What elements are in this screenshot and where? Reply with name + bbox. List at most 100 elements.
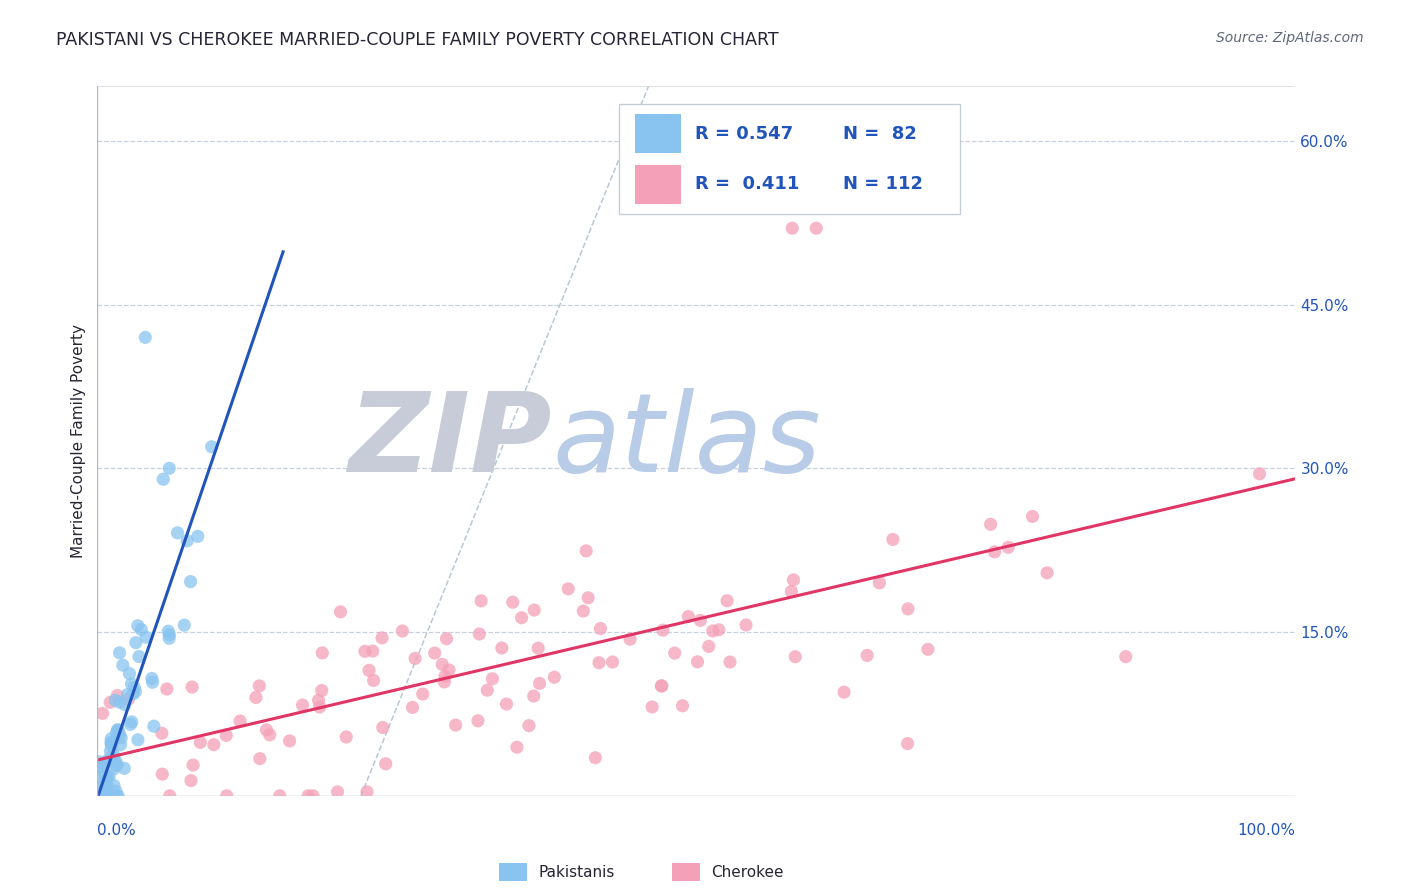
Point [104, 789, 127, 803]
Point [120, 677, 142, 691]
Point [91, 789, 114, 803]
Point [114, 698, 136, 712]
Point [128, 649, 150, 664]
Point [529, 676, 551, 690]
Point [686, 655, 709, 669]
Point [229, 714, 252, 728]
Point [308, 700, 330, 714]
Point [97, 780, 120, 795]
Point [391, 624, 413, 638]
FancyBboxPatch shape [619, 104, 960, 214]
Point [716, 593, 738, 607]
Point [94, 789, 117, 803]
Point [245, 690, 267, 705]
Text: Cherokee: Cherokee [711, 865, 785, 880]
Point [105, 725, 128, 739]
Point [97, 752, 120, 766]
Point [89, 789, 111, 803]
Point [868, 575, 890, 590]
Point [180, 773, 202, 788]
Point [832, 685, 855, 699]
Point [98, 695, 121, 709]
Point [371, 721, 394, 735]
Point [157, 632, 180, 646]
Point [256, 723, 278, 737]
Point [308, 693, 330, 707]
Point [187, 529, 209, 543]
Point [650, 679, 672, 693]
Text: PAKISTANI VS CHEROKEE MARRIED-COUPLE FAMILY POVERTY CORRELATION CHART: PAKISTANI VS CHEROKEE MARRIED-COUPLE FAM… [56, 31, 779, 49]
Point [291, 698, 314, 712]
FancyBboxPatch shape [636, 165, 681, 204]
Point [105, 758, 128, 772]
Point [401, 700, 423, 714]
Point [124, 681, 146, 695]
Point [104, 754, 127, 768]
Point [117, 688, 139, 702]
Point [357, 664, 380, 678]
FancyBboxPatch shape [636, 114, 681, 153]
Point [134, 330, 156, 344]
Point [619, 632, 641, 647]
Text: R = 0.547: R = 0.547 [695, 125, 793, 143]
Point [363, 673, 385, 688]
Point [100, 731, 122, 746]
Point [830, 188, 852, 202]
Point [897, 602, 920, 616]
Point [433, 675, 456, 690]
Point [572, 604, 595, 618]
Point [896, 737, 918, 751]
Point [157, 628, 180, 642]
Point [477, 683, 499, 698]
Point [202, 738, 225, 752]
Point [105, 757, 128, 772]
Point [89, 755, 111, 769]
Text: 100.0%: 100.0% [1237, 822, 1295, 838]
Text: atlas: atlas [553, 387, 821, 494]
Point [89, 763, 111, 777]
Point [87, 789, 110, 803]
Point [707, 623, 730, 637]
Y-axis label: Married-Couple Family Poverty: Married-Couple Family Poverty [72, 324, 86, 558]
Text: N =  82: N = 82 [842, 125, 917, 143]
Point [104, 784, 127, 798]
Point [150, 726, 173, 740]
Point [103, 747, 125, 762]
Point [100, 744, 122, 758]
Text: Source: ZipAtlas.com: Source: ZipAtlas.com [1216, 31, 1364, 45]
Point [90, 759, 112, 773]
Point [468, 627, 491, 641]
Point [269, 789, 291, 803]
Point [120, 717, 142, 731]
Point [157, 461, 180, 475]
Point [1021, 509, 1043, 524]
Point [152, 472, 174, 486]
Point [103, 779, 125, 793]
Point [510, 611, 533, 625]
Point [1115, 649, 1137, 664]
Text: ZIP: ZIP [349, 387, 553, 494]
Point [112, 761, 135, 775]
Point [502, 595, 524, 609]
Point [780, 584, 803, 599]
Point [983, 545, 1005, 559]
Point [697, 640, 720, 654]
Point [491, 640, 513, 655]
Point [105, 689, 128, 703]
Point [678, 609, 700, 624]
Point [201, 440, 224, 454]
Point [689, 614, 711, 628]
Point [335, 730, 357, 744]
Point [517, 719, 540, 733]
Point [100, 738, 122, 752]
Point [444, 718, 467, 732]
Point [108, 727, 131, 741]
Point [142, 719, 165, 733]
Point [121, 714, 143, 729]
Point [917, 642, 939, 657]
Point [105, 789, 128, 803]
Point [96, 781, 118, 796]
Point [311, 646, 333, 660]
Point [470, 594, 492, 608]
Point [190, 735, 212, 749]
